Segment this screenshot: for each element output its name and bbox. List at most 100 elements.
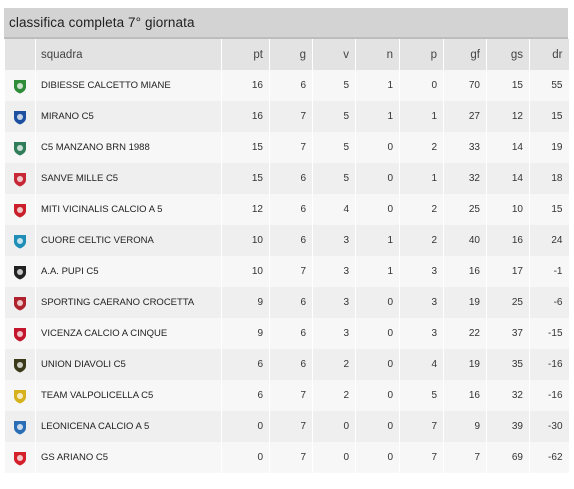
team-name[interactable]: DIBIESSE CALCETTO MIANE: [35, 70, 222, 101]
team-name[interactable]: CUORE CELTIC VERONA: [35, 225, 222, 256]
stat-n: 0: [355, 349, 400, 380]
stat-p: 0: [399, 70, 444, 101]
team-name[interactable]: MITI VICINALIS CALCIO A 5: [35, 194, 222, 225]
stat-gf: 16: [443, 380, 487, 411]
header-n[interactable]: n: [355, 39, 400, 70]
team-name[interactable]: MIRANO C5: [35, 101, 222, 132]
table-row[interactable]: LEONICENA CALCIO A 5 0 7 0 0 7 9 39 -30: [4, 411, 569, 442]
stat-gs: 39: [486, 411, 530, 442]
header-g[interactable]: g: [269, 39, 313, 70]
team-logo-cell: [4, 380, 36, 411]
team-name[interactable]: SANVE MILLE C5: [35, 163, 222, 194]
stat-p: 2: [399, 132, 444, 163]
stat-gs: 10: [486, 194, 530, 225]
team-logo-cell: [4, 70, 36, 101]
table-row[interactable]: MITI VICINALIS CALCIO A 5 12 6 4 0 2 25 10 15: [4, 194, 569, 225]
table-row[interactable]: GS ARIANO C5 0 7 0 0 7 7 69 -62: [4, 442, 569, 473]
stat-dr: -16: [529, 349, 569, 380]
stat-g: 6: [269, 318, 313, 349]
stat-gs: 32: [486, 380, 530, 411]
stat-g: 7: [269, 411, 313, 442]
standings-table: squadra pt g v n p gf gs dr DIBIESSE CAL…: [4, 39, 569, 473]
stat-pt: 6: [221, 380, 270, 411]
table-row[interactable]: MIRANO C5 16 7 5 1 1 27 12 15: [4, 101, 569, 132]
table-row[interactable]: TEAM VALPOLICELLA C5 6 7 2 0 5 16 32 -16: [4, 380, 569, 411]
table-row[interactable]: SANVE MILLE C5 15 6 5 0 1 32 14 18: [4, 163, 569, 194]
team-logo-cell: [4, 411, 36, 442]
table-row[interactable]: C5 MANZANO BRN 1988 15 7 5 0 2 33 14 19: [4, 132, 569, 163]
stat-dr: 24: [529, 225, 569, 256]
team-logo-cell: [4, 287, 36, 318]
team-name[interactable]: TEAM VALPOLICELLA C5: [35, 380, 222, 411]
stat-v: 5: [312, 101, 356, 132]
header-p[interactable]: p: [399, 39, 444, 70]
stat-gs: 15: [486, 70, 530, 101]
table-row[interactable]: UNION DIAVOLI C5 6 6 2 0 4 19 35 -16: [4, 349, 569, 380]
stat-pt: 12: [221, 194, 270, 225]
stat-n: 0: [355, 318, 400, 349]
stat-gs: 12: [486, 101, 530, 132]
team-name[interactable]: A.A. PUPI C5: [35, 256, 222, 287]
stat-p: 1: [399, 163, 444, 194]
team-name[interactable]: C5 MANZANO BRN 1988: [35, 132, 222, 163]
stat-gf: 22: [443, 318, 487, 349]
stat-n: 0: [355, 163, 400, 194]
stat-gf: 19: [443, 349, 487, 380]
header-v[interactable]: v: [312, 39, 356, 70]
stat-v: 0: [312, 442, 356, 473]
stat-v: 5: [312, 163, 356, 194]
stat-g: 7: [269, 101, 313, 132]
stat-gs: 35: [486, 349, 530, 380]
table-row[interactable]: A.A. PUPI C5 10 7 3 1 3 16 17 -1: [4, 256, 569, 287]
stat-n: 1: [355, 101, 400, 132]
stat-gs: 25: [486, 287, 530, 318]
stat-n: 0: [355, 411, 400, 442]
stat-dr: 15: [529, 101, 569, 132]
header-gf[interactable]: gf: [443, 39, 487, 70]
team-logo-cell: [4, 132, 36, 163]
stat-gf: 33: [443, 132, 487, 163]
stat-gf: 9: [443, 411, 487, 442]
team-name[interactable]: VICENZA CALCIO A CINQUE: [35, 318, 222, 349]
stat-n: 0: [355, 442, 400, 473]
stat-p: 7: [399, 442, 444, 473]
team-logo-cell: [4, 442, 36, 473]
team-name[interactable]: LEONICENA CALCIO A 5: [35, 411, 222, 442]
table-row[interactable]: SPORTING CAERANO CROCETTA 9 6 3 0 3 19 25 -6: [4, 287, 569, 318]
team-logo-cell: [4, 101, 36, 132]
table-row[interactable]: CUORE CELTIC VERONA 10 6 3 1 2 40 16 24: [4, 225, 569, 256]
header-team[interactable]: squadra: [35, 39, 222, 70]
team-name[interactable]: GS ARIANO C5: [35, 442, 222, 473]
stat-pt: 9: [221, 318, 270, 349]
team-logo-icon: [14, 358, 26, 372]
stat-pt: 10: [221, 256, 270, 287]
stat-pt: 6: [221, 349, 270, 380]
table-row[interactable]: VICENZA CALCIO A CINQUE 9 6 3 0 3 22 37 -15: [4, 318, 569, 349]
stat-g: 6: [269, 287, 313, 318]
stat-gf: 25: [443, 194, 487, 225]
team-logo-icon: [14, 420, 26, 434]
team-name[interactable]: SPORTING CAERANO CROCETTA: [35, 287, 222, 318]
stat-gf: 40: [443, 225, 487, 256]
team-logo-cell: [4, 163, 36, 194]
header-pt[interactable]: pt: [221, 39, 270, 70]
team-logo-icon: [14, 265, 26, 279]
stat-g: 7: [269, 132, 313, 163]
header-logo-cell: [4, 39, 36, 70]
stat-v: 3: [312, 256, 356, 287]
stat-p: 3: [399, 318, 444, 349]
stat-v: 2: [312, 349, 356, 380]
stat-v: 5: [312, 132, 356, 163]
table-row[interactable]: DIBIESSE CALCETTO MIANE 16 6 5 1 0 70 15 55: [4, 70, 569, 101]
header-dr[interactable]: dr: [529, 39, 569, 70]
stat-v: 2: [312, 380, 356, 411]
header-gs[interactable]: gs: [486, 39, 530, 70]
team-name[interactable]: UNION DIAVOLI C5: [35, 349, 222, 380]
stat-n: 0: [355, 380, 400, 411]
stat-g: 6: [269, 225, 313, 256]
team-logo-icon: [14, 327, 26, 341]
stat-p: 5: [399, 380, 444, 411]
stat-p: 2: [399, 225, 444, 256]
stat-p: 7: [399, 411, 444, 442]
stat-v: 5: [312, 70, 356, 101]
